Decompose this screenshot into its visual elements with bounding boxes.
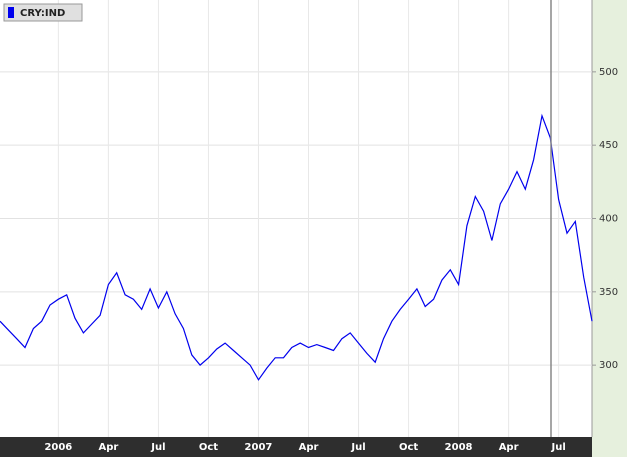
x-tick-label: Apr [299,442,319,453]
plot [0,113,593,381]
x-tick-label: Jul [350,442,365,453]
x-axis-band [0,437,592,457]
line [0,113,593,381]
x-tick-label: Jul [551,442,566,453]
legend-label: CRY:IND [20,8,65,19]
grid [0,0,592,437]
y-tick-label: 500 [599,67,618,78]
x-tick-label: 2007 [245,442,273,453]
x-tick-label: 2006 [44,442,72,453]
x-tick-label: Jul [150,442,165,453]
axis-panel [592,0,627,457]
y-tick-label: 450 [599,140,618,151]
y-tick-label: 400 [599,214,618,225]
y-tick-label: 300 [599,360,618,371]
legend-swatch [8,7,14,18]
x-tick-label: 2008 [445,442,473,453]
x-tick-label: Oct [399,442,418,453]
x-tick-label: Apr [98,442,118,453]
x-tick-label: Apr [499,442,519,453]
x-tick-label: Oct [199,442,218,453]
legend [3,3,83,22]
y-tick-label: 350 [599,287,618,298]
